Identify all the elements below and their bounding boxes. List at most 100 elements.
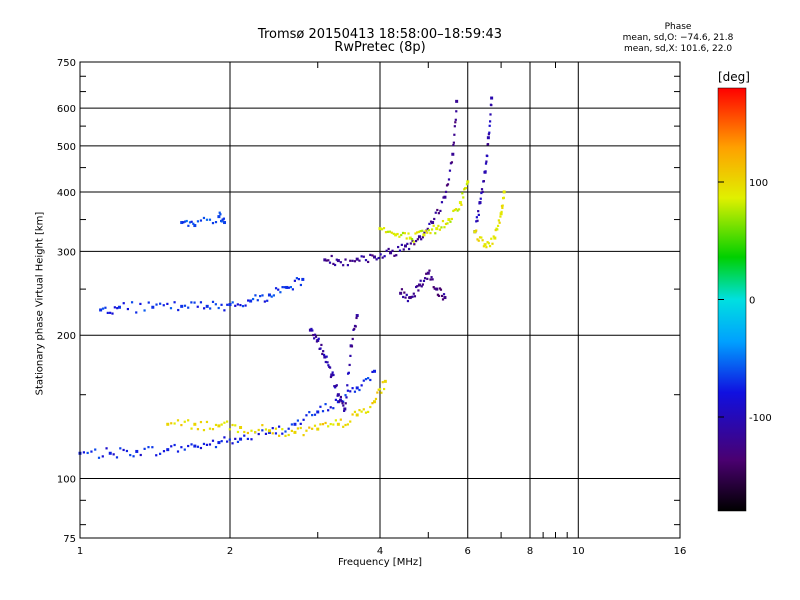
trace-sample (147, 301, 150, 304)
trace-sample (410, 237, 414, 241)
data-points (78, 96, 506, 459)
trace-sample (488, 131, 491, 134)
trace-sample (192, 222, 195, 225)
trace-sample (332, 262, 335, 266)
trace-sample (423, 277, 427, 280)
trace-sample (322, 353, 326, 357)
y-tick-label: 400 (57, 188, 76, 199)
trace-sample (208, 427, 212, 430)
trace-sample (220, 303, 223, 306)
trace-sample (334, 419, 337, 422)
trace-sample (420, 238, 423, 241)
data-point (336, 422, 340, 426)
trace-sample (349, 390, 352, 393)
trace-sample (324, 403, 327, 406)
trace-sample (446, 222, 449, 225)
trace-sample (297, 278, 301, 281)
trace-sample (105, 447, 108, 450)
trace-sample (447, 178, 451, 181)
trace-sample (332, 373, 335, 377)
trace-sample (256, 299, 259, 302)
trace-sample (190, 301, 193, 304)
trace-sample (335, 384, 338, 387)
trace-sample (416, 231, 419, 234)
data-point (355, 257, 359, 261)
trace-sample (442, 293, 446, 296)
trace-sample (317, 337, 320, 340)
trace-sample (444, 222, 448, 226)
data-point (355, 386, 359, 390)
data-point (435, 227, 439, 231)
trace-sample (264, 432, 268, 435)
trace-sample (236, 440, 240, 444)
grid-lines (80, 62, 680, 538)
trace-sample (455, 208, 458, 211)
series-group (323, 99, 459, 267)
trace-sample (180, 423, 183, 427)
trace-sample (494, 228, 497, 232)
colorbar-ticks: 100 0 -100 (718, 178, 772, 424)
trace-sample (492, 235, 495, 238)
y-tick-label: 750 (57, 58, 76, 69)
trace-sample (86, 451, 89, 455)
trace-sample (491, 242, 494, 245)
data-point (193, 444, 197, 448)
trace-sample (322, 350, 325, 353)
trace-sample (362, 379, 365, 382)
x-tick-label: 8 (527, 546, 533, 557)
trace-sample (381, 381, 384, 384)
trace-sample (351, 413, 354, 416)
trace-sample (486, 241, 489, 244)
trace-sample (398, 235, 401, 238)
trace-sample (475, 220, 478, 223)
trace-sample (484, 162, 488, 165)
trace-sample (462, 196, 465, 199)
trace-sample (169, 307, 173, 310)
trace-sample (199, 446, 203, 450)
y-tick-label: 200 (57, 331, 76, 342)
trace-sample (274, 432, 278, 435)
trace-sample (436, 293, 439, 296)
trace-sample (338, 400, 341, 403)
trace-sample (313, 337, 316, 340)
trace-sample (374, 397, 378, 401)
trace-sample (211, 300, 215, 303)
y-tick-label: 500 (57, 142, 76, 153)
phase-stats-header: Phase (664, 22, 692, 32)
trace-sample (223, 436, 226, 439)
trace-sample (129, 453, 132, 457)
trace-sample (360, 410, 363, 413)
trace-sample (132, 455, 135, 458)
trace-sample (387, 247, 390, 251)
trace-sample (113, 306, 116, 309)
trace-sample (272, 294, 275, 297)
trace-sample (223, 421, 226, 424)
trace-sample (409, 242, 412, 245)
colorbar-tick-label: 0 (749, 296, 755, 307)
trace-sample (360, 255, 363, 258)
trace-sample (432, 224, 435, 227)
trace-sample (369, 405, 372, 409)
trace-sample (211, 428, 215, 431)
trace-sample (461, 192, 464, 195)
data-point (473, 230, 477, 234)
trace-sample (450, 217, 453, 221)
trace-sample (456, 209, 459, 212)
trace-sample (489, 113, 492, 116)
trace-sample (349, 420, 352, 423)
trace-sample (299, 283, 303, 287)
trace-sample (281, 428, 284, 431)
trace-sample (430, 276, 433, 279)
trace-sample (440, 294, 444, 298)
trace-sample (400, 233, 403, 237)
trace-sample (487, 133, 490, 136)
data-point (330, 373, 334, 377)
trace-sample (343, 409, 346, 412)
trace-sample (351, 387, 354, 390)
trace-sample (342, 404, 345, 407)
trace-sample (266, 299, 269, 302)
trace-sample (228, 438, 231, 441)
trace-sample (277, 288, 280, 291)
data-point (455, 99, 459, 103)
trace-sample (125, 449, 129, 453)
